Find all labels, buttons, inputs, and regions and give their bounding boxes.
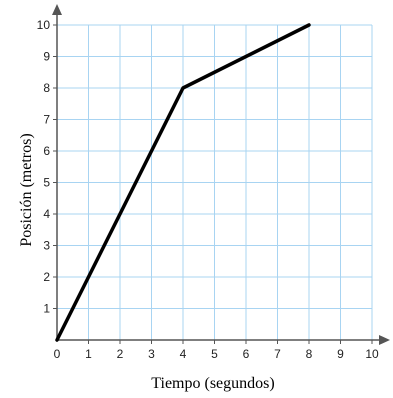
y-tick-label: 8	[43, 81, 50, 95]
series-point	[307, 23, 311, 27]
x-tick-label: 4	[180, 347, 187, 361]
y-tick-label: 5	[43, 176, 50, 190]
series-layer	[55, 23, 311, 342]
x-tick-label: 3	[148, 347, 155, 361]
y-tick-label: 2	[43, 270, 50, 284]
tick-labels: 0 1 2 3 4 5 6 7 8 9 10 1 2 3 4 5 6 7 8 9 10	[37, 18, 379, 361]
series-point	[181, 86, 185, 90]
y-tick-label: 10	[37, 18, 51, 32]
x-axis-arrow	[379, 335, 390, 345]
x-tick-label: 8	[306, 347, 313, 361]
x-tick-label: 10	[365, 347, 379, 361]
y-tick-label: 4	[43, 207, 50, 221]
x-tick-label: 0	[54, 347, 61, 361]
y-axis-arrow	[52, 4, 62, 15]
x-tick-label: 2	[117, 347, 124, 361]
x-tick-label: 7	[274, 347, 281, 361]
y-tick-label: 3	[43, 239, 50, 253]
y-tick-label: 1	[43, 302, 50, 316]
series-point	[55, 338, 59, 342]
y-tick-label: 6	[43, 144, 50, 158]
axes	[52, 4, 390, 345]
x-tick-label: 9	[337, 347, 344, 361]
x-tick-label: 1	[85, 347, 92, 361]
x-axis-title: Tiempo (segundos)	[151, 375, 274, 392]
y-tick-label: 7	[43, 113, 50, 127]
y-tick-label: 9	[43, 50, 50, 64]
grid	[57, 24, 373, 340]
y-axis-title: Posición (metros)	[18, 133, 35, 246]
x-tick-label: 5	[211, 347, 218, 361]
x-tick-label: 6	[243, 347, 250, 361]
